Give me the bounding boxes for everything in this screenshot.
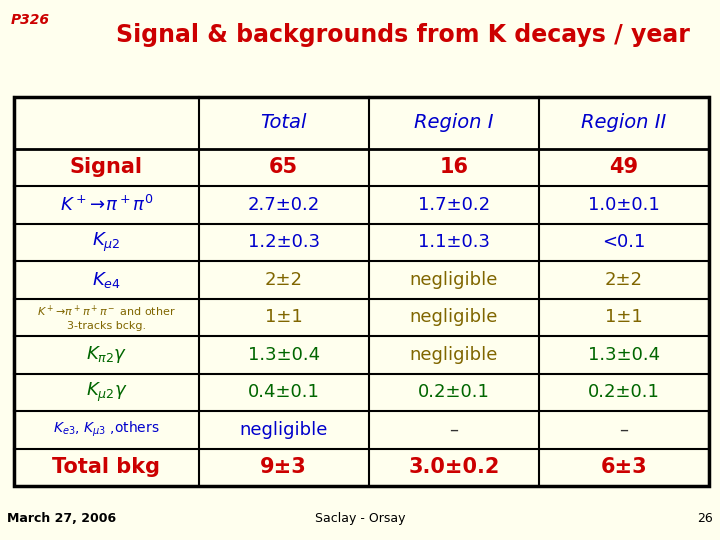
Text: –: – xyxy=(449,421,459,438)
Text: Saclay - Orsay: Saclay - Orsay xyxy=(315,512,405,525)
Text: <0.1: <0.1 xyxy=(603,233,646,251)
Text: Signal: Signal xyxy=(70,157,143,177)
Text: 0.4±0.1: 0.4±0.1 xyxy=(248,383,320,401)
Text: 6±3: 6±3 xyxy=(600,457,647,477)
Text: 1±1: 1±1 xyxy=(265,308,302,326)
Text: 1.3±0.4: 1.3±0.4 xyxy=(588,346,660,364)
Text: 2±2: 2±2 xyxy=(265,271,302,289)
Text: $K_{e3}$, $K_{\mu 3}$ ,others: $K_{e3}$, $K_{\mu 3}$ ,others xyxy=(53,420,160,440)
Text: $K_{\pi 2}\gamma$: $K_{\pi 2}\gamma$ xyxy=(86,345,127,365)
Text: $K_{\mu 2}$: $K_{\mu 2}$ xyxy=(92,231,121,254)
Text: Region II: Region II xyxy=(582,113,667,132)
Text: $K^+\!\rightarrow\!\pi^+\pi^+\pi^-$ and other
3-tracks bckg.: $K^+\!\rightarrow\!\pi^+\pi^+\pi^-$ and … xyxy=(37,304,176,330)
Text: 0.2±0.1: 0.2±0.1 xyxy=(588,383,660,401)
Text: P326: P326 xyxy=(11,14,50,28)
Text: 3.0±0.2: 3.0±0.2 xyxy=(408,457,500,477)
Text: negligible: negligible xyxy=(410,308,498,326)
Text: negligible: negligible xyxy=(240,421,328,438)
Text: Total: Total xyxy=(261,113,307,132)
Text: negligible: negligible xyxy=(410,271,498,289)
Text: –: – xyxy=(620,421,629,438)
Text: 0.2±0.1: 0.2±0.1 xyxy=(418,383,490,401)
Text: 16: 16 xyxy=(439,157,469,177)
Text: $K_{e4}$: $K_{e4}$ xyxy=(92,270,121,290)
Text: Total bkg: Total bkg xyxy=(53,457,161,477)
Text: 65: 65 xyxy=(269,157,298,177)
Text: 1.0±0.1: 1.0±0.1 xyxy=(588,195,660,214)
Bar xyxy=(14,97,709,486)
Text: 1±1: 1±1 xyxy=(606,308,643,326)
Text: 1.2±0.3: 1.2±0.3 xyxy=(248,233,320,251)
Text: 1.7±0.2: 1.7±0.2 xyxy=(418,195,490,214)
Text: negligible: negligible xyxy=(410,346,498,364)
Text: March 27, 2006: March 27, 2006 xyxy=(7,512,117,525)
Text: Region I: Region I xyxy=(414,113,494,132)
Text: 9±3: 9±3 xyxy=(260,457,307,477)
Text: 2.7±0.2: 2.7±0.2 xyxy=(248,195,320,214)
Text: 1.1±0.3: 1.1±0.3 xyxy=(418,233,490,251)
Text: 26: 26 xyxy=(697,512,713,525)
Text: Signal & backgrounds from K decays / year: Signal & backgrounds from K decays / yea… xyxy=(116,23,690,47)
Text: 1.3±0.4: 1.3±0.4 xyxy=(248,346,320,364)
Text: 2±2: 2±2 xyxy=(605,271,643,289)
Text: 49: 49 xyxy=(610,157,639,177)
Text: $K_{\mu 2}\gamma$: $K_{\mu 2}\gamma$ xyxy=(86,381,127,404)
Text: $K^+\!\rightarrow\!\pi^+\pi^0$: $K^+\!\rightarrow\!\pi^+\pi^0$ xyxy=(60,195,153,215)
